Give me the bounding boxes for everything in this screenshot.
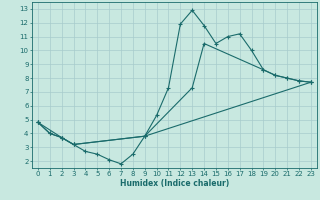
X-axis label: Humidex (Indice chaleur): Humidex (Indice chaleur) bbox=[120, 179, 229, 188]
